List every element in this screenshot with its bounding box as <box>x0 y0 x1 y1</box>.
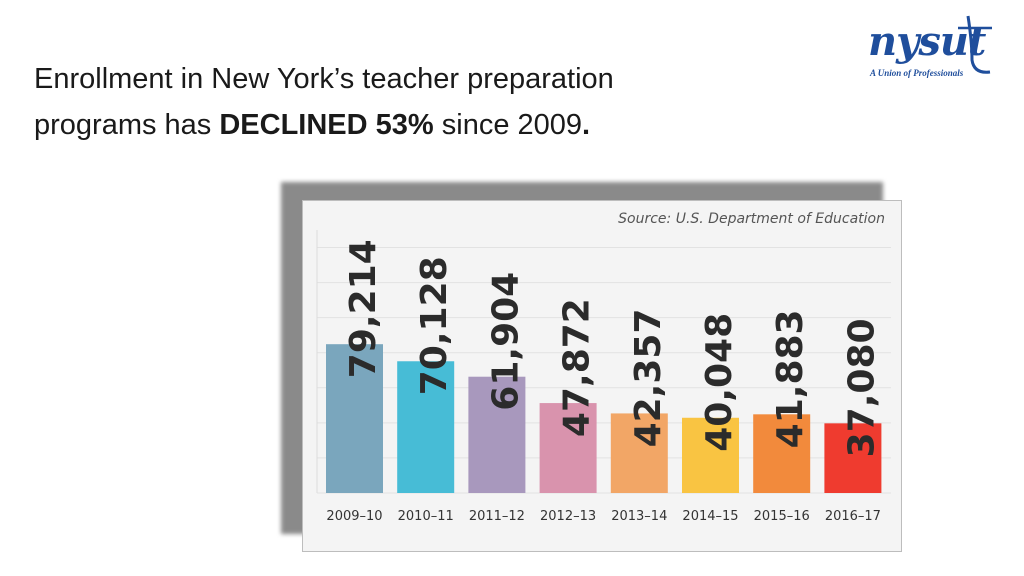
bar-value-label: 40,048 <box>699 313 740 452</box>
category-label: 2012–13 <box>540 509 596 524</box>
bar-chart: 79,214 2009–10 70,128 2010–11 61,904 2011–12 4… <box>316 230 891 524</box>
title-line-2: programs has DECLINED 53% since 2009. <box>34 102 794 148</box>
title-text-pre: programs has <box>34 109 220 141</box>
bar-value-label: 61,904 <box>485 272 526 411</box>
category-label: 2016–17 <box>825 509 881 524</box>
logo-swoosh-icon <box>958 15 992 74</box>
bar-value-label: 70,128 <box>414 256 455 395</box>
category-label: 2015–16 <box>754 509 810 524</box>
title-emphasis: DECLINED 53% <box>219 109 434 141</box>
bar-2010–11 <box>397 361 455 493</box>
category-label: 2013–14 <box>611 509 667 524</box>
bar-value-label: 41,883 <box>770 309 811 448</box>
category-label: 2011–12 <box>469 509 525 524</box>
chart-frame: 79,214 2009–10 70,128 2010–11 61,904 2011–12 4… <box>302 200 902 552</box>
nysut-logo: nysut A Union of Professionals <box>864 12 994 82</box>
bar-value-label: 47,872 <box>557 298 598 437</box>
bar-2012–13 <box>539 403 597 493</box>
title-period: . <box>582 109 591 141</box>
chart-source: Source: U.S. Department of Education <box>618 211 885 227</box>
bar-2015–16 <box>753 414 811 493</box>
bar-2009–10 <box>326 344 383 493</box>
title-text-post: since 2009 <box>433 109 583 141</box>
category-label: 2009–10 <box>326 509 382 524</box>
bar-2016–17 <box>824 423 882 493</box>
category-label: 2014–15 <box>682 509 738 524</box>
bar-2011–12 <box>468 376 526 493</box>
title-line-1: Enrollment in New York’s teacher prepara… <box>34 63 614 95</box>
logo-tagline: A Union of Professionals <box>870 68 964 78</box>
bar-value-label: 42,357 <box>628 309 669 448</box>
bar-2014–15 <box>682 417 739 493</box>
logo-wordmark: nysut <box>868 18 986 65</box>
slide-title: Enrollment in New York’s teacher prepara… <box>34 56 794 148</box>
bar-value-label: 37,080 <box>841 318 882 457</box>
category-label: 2010–11 <box>398 509 454 524</box>
bar-value-label: 79,214 <box>343 239 384 378</box>
bar-2013–14 <box>610 413 668 493</box>
